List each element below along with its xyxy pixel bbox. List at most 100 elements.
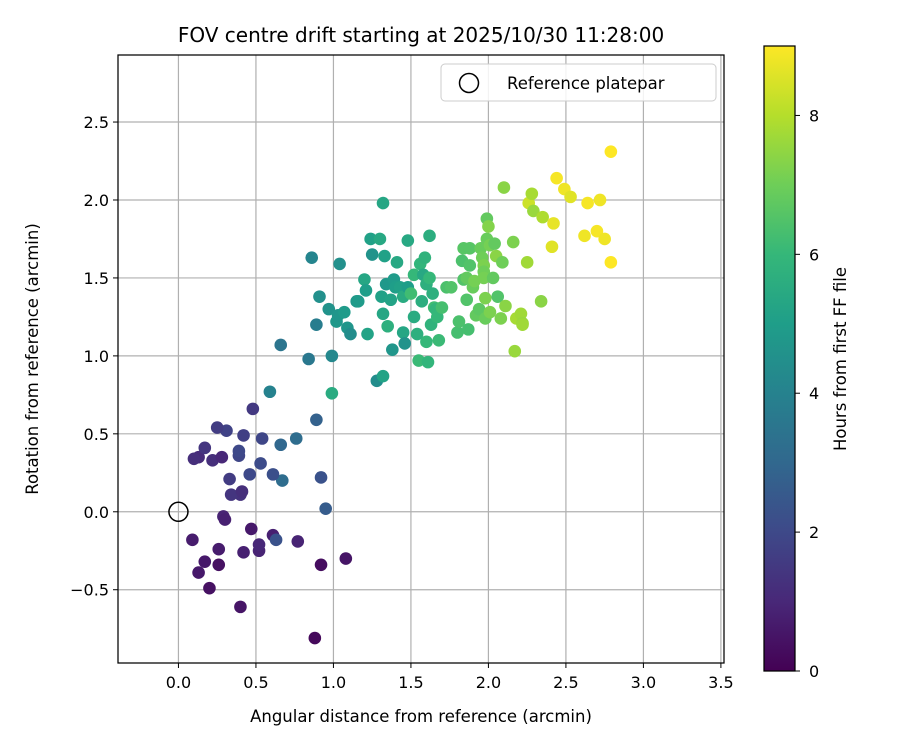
data-point-164: [598, 232, 611, 246]
data-point-156: [547, 217, 560, 230]
data-point-86: [404, 287, 418, 300]
data-point-92: [415, 295, 429, 308]
data-point-90: [412, 354, 425, 367]
data-point-159: [564, 190, 577, 204]
data-point-60: [351, 295, 365, 308]
data-point-114: [460, 293, 474, 307]
data-point-71: [378, 249, 391, 263]
data-point-74: [381, 319, 394, 333]
data-point-38: [255, 432, 269, 445]
data-point-146: [514, 307, 528, 321]
data-point-155: [545, 240, 559, 254]
data-point-45: [274, 338, 288, 352]
y-tick-label-1: 0.0: [84, 503, 109, 522]
data-point-127: [477, 271, 491, 285]
data-points: [186, 145, 618, 645]
data-point-18: [218, 513, 232, 526]
colorbar-label: Hours from first FF file: [831, 267, 850, 451]
data-point-16: [269, 533, 283, 547]
y-tick-label-2: 0.5: [84, 425, 109, 444]
data-point-36: [274, 438, 288, 452]
colorbar-ticks: 0 2 4 6 8: [795, 106, 819, 681]
legend: Reference platepar: [440, 63, 717, 102]
data-point-82: [396, 326, 410, 339]
data-point-141: [497, 181, 511, 194]
data-point-52: [322, 302, 336, 316]
data-point-51: [313, 290, 326, 303]
data-point-128: [479, 291, 492, 305]
colorbar-frame: [763, 45, 796, 672]
x-tick-label-1: 0.5: [243, 673, 268, 692]
x-tick-label-3: 1.5: [398, 673, 423, 692]
reference-platepar-marker: [168, 501, 189, 523]
data-point-23: [314, 471, 328, 484]
data-point-4: [212, 558, 226, 572]
data-point-6: [314, 558, 328, 572]
data-point-24: [275, 474, 289, 487]
data-point-122: [472, 302, 486, 316]
data-point-144: [508, 344, 522, 358]
data-point-43: [246, 402, 260, 416]
data-point-79: [390, 256, 404, 269]
data-point-162: [590, 224, 604, 238]
data-point-110: [452, 315, 466, 328]
plot-frame: [117, 54, 725, 664]
data-point-1: [234, 600, 247, 614]
data-point-48: [325, 386, 339, 400]
data-point-142: [499, 299, 512, 313]
data-point-15: [244, 522, 258, 536]
data-point-2: [203, 581, 216, 595]
data-point-118: [463, 242, 477, 255]
data-point-64: [365, 248, 379, 261]
data-point-105: [432, 333, 446, 347]
colorbar-tick-label-1: 2: [809, 523, 819, 542]
data-point-108: [444, 280, 458, 294]
x-axis-label: Angular distance from reference (arcmin): [250, 707, 592, 726]
x-tick-label-5: 2.5: [553, 673, 578, 692]
data-point-12: [291, 535, 305, 548]
data-point-143: [506, 235, 520, 249]
data-point-37: [289, 432, 303, 445]
data-point-104: [430, 310, 444, 324]
data-point-139: [494, 312, 508, 325]
data-point-44: [263, 385, 277, 399]
legend-entry-label: Reference platepar: [507, 74, 665, 93]
data-point-163: [593, 193, 607, 207]
data-point-87: [407, 310, 421, 324]
data-point-10: [212, 542, 226, 556]
colorbar-tick-label-0: 0: [809, 662, 819, 681]
data-point-46: [305, 251, 319, 264]
data-point-41: [210, 421, 224, 434]
data-point-11: [252, 538, 266, 551]
data-point-84: [401, 234, 415, 247]
data-point-75: [384, 293, 398, 307]
x-tick-label-0: 0.0: [166, 673, 191, 692]
data-point-61: [358, 273, 371, 286]
data-point-42: [310, 413, 323, 427]
data-point-132: [482, 220, 495, 233]
data-point-26: [243, 468, 257, 481]
data-point-30: [187, 452, 201, 466]
data-point-135: [486, 271, 500, 285]
data-point-21: [224, 488, 238, 501]
colorbar-tick-label-4: 8: [809, 106, 819, 125]
data-point-99: [423, 271, 436, 285]
data-point-49: [325, 349, 339, 363]
data-point-134: [483, 305, 497, 319]
data-point-83: [398, 337, 412, 350]
data-point-65: [361, 327, 374, 341]
data-point-117: [463, 259, 477, 272]
x-axis-ticks: 0.0 0.5 1.0 1.5 2.0 2.5 3.0 3.5: [166, 663, 734, 692]
y-tick-label-5: 2.0: [84, 191, 109, 210]
data-point-67: [373, 232, 387, 246]
data-point-89: [410, 327, 424, 341]
colorbar-tick-label-3: 6: [809, 245, 819, 264]
y-tick-label-4: 1.5: [84, 269, 109, 288]
data-point-76: [386, 343, 399, 356]
data-point-151: [525, 187, 539, 201]
data-point-94: [418, 251, 432, 264]
data-point-160: [578, 229, 591, 243]
data-point-62: [359, 284, 373, 297]
legend-marker-icon: [458, 72, 480, 94]
